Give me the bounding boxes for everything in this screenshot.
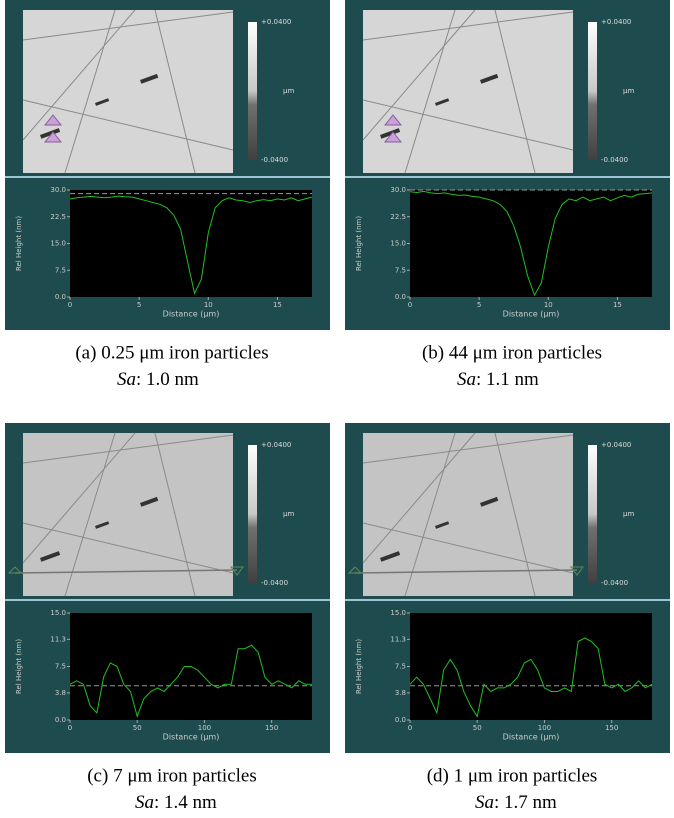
subcaption-label: Sa — [135, 792, 154, 813]
caption: (d) 1 μm iron particles — [427, 765, 598, 786]
y-tick-label: 0.0 — [395, 716, 406, 724]
subcaption-label: Sa — [475, 792, 494, 813]
y-tick-label: 15.0 — [50, 609, 66, 617]
caption: (a) 0.25 μm iron particles — [75, 342, 268, 363]
colorbar — [588, 22, 597, 160]
y-tick-label: 11.3 — [50, 635, 66, 643]
x-tick-label: 100 — [538, 724, 551, 732]
x-tick-label: 15 — [273, 301, 282, 309]
y-tick-label: 7.5 — [395, 663, 406, 671]
panel: +0.0400 µm -0.0400 0.0 7.5 15.0 22.5 30.0 0 5 10 15… — [345, 0, 670, 390]
y-tick-label: 22.5 — [390, 213, 406, 221]
figure: +0.0400 µm -0.0400 0.0 7.5 15.0 22.5 30.0 0 5 10 15… — [0, 0, 674, 818]
x-tick-label: 100 — [198, 724, 211, 732]
x-tick-label: 150 — [605, 724, 618, 732]
subcaption: Sa: 1.0 nm — [117, 369, 199, 390]
x-tick-label: 0 — [68, 301, 72, 309]
colorbar-unit: µm — [623, 510, 634, 518]
y-tick-label: 0.0 — [395, 293, 406, 301]
y-tick-label: 0.0 — [55, 716, 66, 724]
x-tick-label: 10 — [204, 301, 213, 309]
caption: (b) 44 μm iron particles — [422, 342, 602, 363]
colorbar — [248, 445, 257, 583]
plot-area — [410, 190, 652, 297]
panel: +0.0400 µm -0.0400 0.0 7.5 15.0 22.5 30.0 0 5 10 15… — [5, 0, 330, 390]
colorbar-min: -0.0400 — [601, 156, 628, 164]
x-axis-label: Distance (µm) — [163, 733, 220, 742]
colorbar-unit: µm — [623, 87, 634, 95]
colorbar-max: +0.0400 — [601, 441, 631, 449]
x-axis-label: Distance (µm) — [503, 733, 560, 742]
x-tick-label: 0 — [408, 301, 412, 309]
x-tick-label: 50 — [133, 724, 142, 732]
x-tick-label: 10 — [544, 301, 553, 309]
colorbar-max: +0.0400 — [601, 18, 631, 26]
subcaption-text: : 1.0 nm — [136, 369, 199, 390]
colorbar — [248, 22, 257, 160]
y-axis-label: Rel Height (nm) — [355, 216, 363, 271]
colorbar-unit: µm — [283, 510, 294, 518]
y-tick-label: 15.0 — [50, 240, 66, 248]
x-axis-label: Distance (µm) — [163, 310, 220, 319]
subcaption-label: Sa — [117, 369, 136, 390]
y-tick-label: 3.8 — [55, 689, 66, 697]
y-tick-label: 15.0 — [390, 240, 406, 248]
colorbar-max: +0.0400 — [261, 441, 291, 449]
subcaption-text: : 1.4 nm — [154, 792, 217, 813]
subcaption-text: : 1.1 nm — [476, 369, 539, 390]
x-tick-label: 5 — [477, 301, 481, 309]
plot-area — [70, 190, 312, 297]
panel: +0.0400 µm -0.0400 0.0 3.8 7.5 11.3 15.0 0 50 100 1… — [5, 423, 330, 813]
y-tick-label: 7.5 — [55, 663, 66, 671]
x-tick-label: 50 — [473, 724, 482, 732]
subcaption-label: Sa — [457, 369, 476, 390]
surface-image — [363, 10, 573, 173]
y-tick-label: 22.5 — [50, 213, 66, 221]
x-tick-label: 150 — [265, 724, 278, 732]
x-tick-label: 15 — [613, 301, 622, 309]
colorbar-unit: µm — [283, 87, 294, 95]
y-tick-label: 0.0 — [55, 293, 66, 301]
subcaption-text: : 1.7 nm — [494, 792, 557, 813]
y-tick-label: 30.0 — [50, 186, 66, 194]
panel: +0.0400 µm -0.0400 0.0 3.8 7.5 11.3 15.0 0 50 100 1… — [345, 423, 670, 813]
x-tick-label: 0 — [68, 724, 72, 732]
y-tick-label: 7.5 — [395, 266, 406, 274]
colorbar-min: -0.0400 — [601, 579, 628, 587]
y-axis-label: Rel Height (nm) — [15, 216, 23, 271]
x-axis-label: Distance (µm) — [503, 310, 560, 319]
y-tick-label: 15.0 — [390, 609, 406, 617]
surface-image — [23, 10, 233, 173]
y-axis-label: Rel Height (nm) — [355, 639, 363, 694]
colorbar-min: -0.0400 — [261, 579, 288, 587]
colorbar-max: +0.0400 — [261, 18, 291, 26]
caption: (c) 7 μm iron particles — [87, 765, 257, 786]
colorbar-min: -0.0400 — [261, 156, 288, 164]
y-tick-label: 3.8 — [395, 689, 406, 697]
x-tick-label: 5 — [137, 301, 141, 309]
y-tick-label: 30.0 — [390, 186, 406, 194]
y-tick-label: 11.3 — [390, 635, 406, 643]
x-tick-label: 0 — [408, 724, 412, 732]
subcaption: Sa: 1.4 nm — [135, 792, 217, 813]
y-axis-label: Rel Height (nm) — [15, 639, 23, 694]
colorbar — [588, 445, 597, 583]
subcaption: Sa: 1.1 nm — [457, 369, 539, 390]
y-tick-label: 7.5 — [55, 266, 66, 274]
subcaption: Sa: 1.7 nm — [475, 792, 557, 813]
